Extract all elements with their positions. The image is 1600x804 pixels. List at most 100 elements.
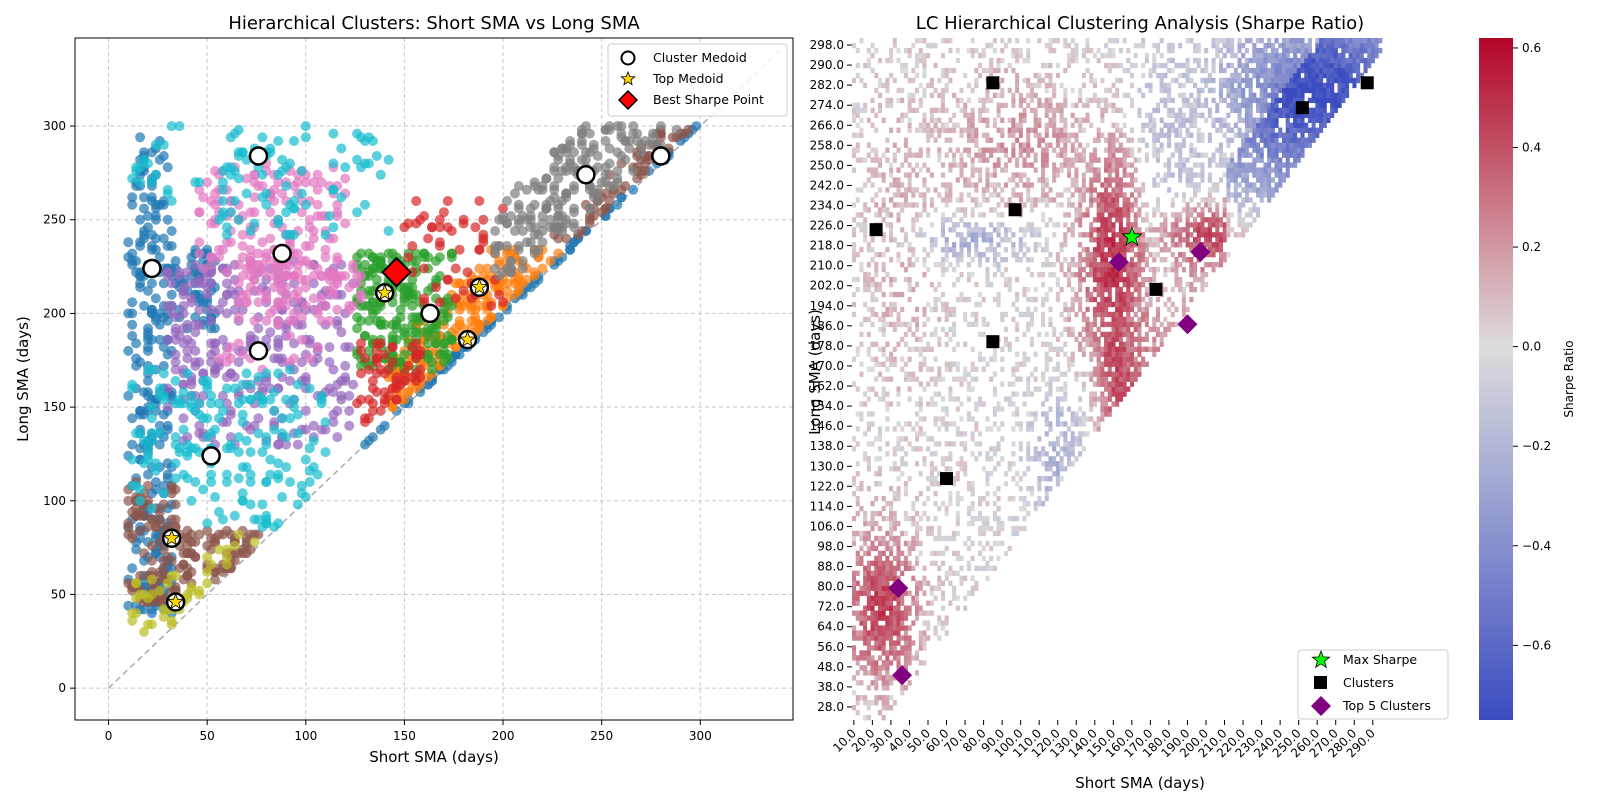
scatter-point [210,338,220,348]
heatmap-cell [1056,192,1060,197]
scatter-point [155,383,165,393]
heatmap-cell [993,372,997,377]
heatmap-cell [878,610,882,615]
heatmap-cell [1026,257,1030,262]
heatmap-cell [885,546,889,551]
heatmap-cell [934,441,938,446]
heatmap-cell [915,431,919,436]
heatmap-cell [1011,247,1015,252]
scatter-point [147,575,157,585]
heatmap-cell [1071,461,1075,466]
heatmap-cell [926,138,930,143]
heatmap-cell [856,187,860,192]
heatmap-cell [1004,237,1008,242]
heatmap-cell [1041,312,1045,317]
heatmap-cell [1063,391,1067,396]
heatmap-cell [1052,327,1056,332]
scatter-point [167,290,177,300]
heatmap-cell [971,322,975,327]
heatmap-cell [926,635,930,640]
heatmap-cell [896,496,900,501]
heatmap-cell [922,257,926,262]
heatmap-cell [956,461,960,466]
heatmap-cell [1019,53,1023,58]
heatmap-cell [1041,342,1045,347]
heatmap-cell [922,461,926,466]
heatmap-cell [1045,461,1049,466]
heatmap-cell [911,446,915,451]
scatter-point [423,234,433,244]
heatmap-cell [956,123,960,128]
heatmap-cell [878,596,882,601]
heatmap-cell [1026,83,1030,88]
heatmap-cell [1026,501,1030,506]
heatmap-cell [885,531,889,536]
heatmap-cell [989,526,993,531]
heatmap-cell [948,48,952,53]
heatmap-cell [945,187,949,192]
heatmap-cell [993,411,997,416]
heatmap-cell [885,675,889,680]
heatmap-cell [1026,451,1030,456]
heatmap-cell [852,277,856,282]
heatmap-cell [1082,73,1086,78]
heatmap-cell [1063,352,1067,357]
heatmap-cell [1060,421,1064,426]
heatmap-cell [856,655,860,660]
heatmap-cell [930,377,934,382]
heatmap-cell [945,73,949,78]
heatmap-cell [1056,103,1060,108]
scatter-point [234,125,244,135]
heatmap-cell [915,541,919,546]
heatmap-cell [1045,416,1049,421]
heatmap-cell [934,481,938,486]
heatmap-cell [1015,322,1019,327]
scatter-point [194,590,204,600]
heatmap-cell [1030,342,1034,347]
heatmap-cell [915,596,919,601]
heatmap-cell [974,566,978,571]
heatmap-cell [930,78,934,83]
heatmap-cell [1071,451,1075,456]
scatter-point [147,413,157,423]
heatmap-cell [985,257,989,262]
heatmap-cell [952,162,956,167]
heatmap-cell [889,615,893,620]
heatmap-cell [856,108,860,113]
heatmap-cell [997,267,1001,272]
heatmap-cell [1082,232,1086,237]
heatmap-cell [859,536,863,541]
heatmap-cell [878,551,882,556]
heatmap-cell [922,591,926,596]
heatmap-cell [919,446,923,451]
heatmap-cell [919,645,923,650]
heatmap-cell [908,357,912,362]
scatter-point [321,230,331,240]
heatmap-cell [952,227,956,232]
heatmap-cell [882,551,886,556]
heatmap-cell [956,491,960,496]
heatmap-cell [1034,128,1038,133]
heatmap-cell [956,606,960,611]
heatmap-cell [1000,357,1004,362]
heatmap-cell [856,411,860,416]
heatmap-cell [974,302,978,307]
heatmap-cell [856,556,860,561]
heatmap-cell [978,516,982,521]
scatter-point [325,342,335,352]
heatmap-cell [974,78,978,83]
heatmap-cell [1011,103,1015,108]
scatter-point [514,241,524,251]
heatmap-cell [1037,177,1041,182]
heatmap-cell [982,98,986,103]
scatter-point [435,215,445,225]
heatmap-cell [900,357,904,362]
heatmap-cell [1015,391,1019,396]
heatmap-cell [1074,411,1078,416]
heatmap-cell [1034,247,1038,252]
heatmap-cell [967,486,971,491]
heatmap-cell [856,63,860,68]
heatmap-cell [867,167,871,172]
scatter-point [538,226,548,236]
heatmap-cell [885,695,889,700]
